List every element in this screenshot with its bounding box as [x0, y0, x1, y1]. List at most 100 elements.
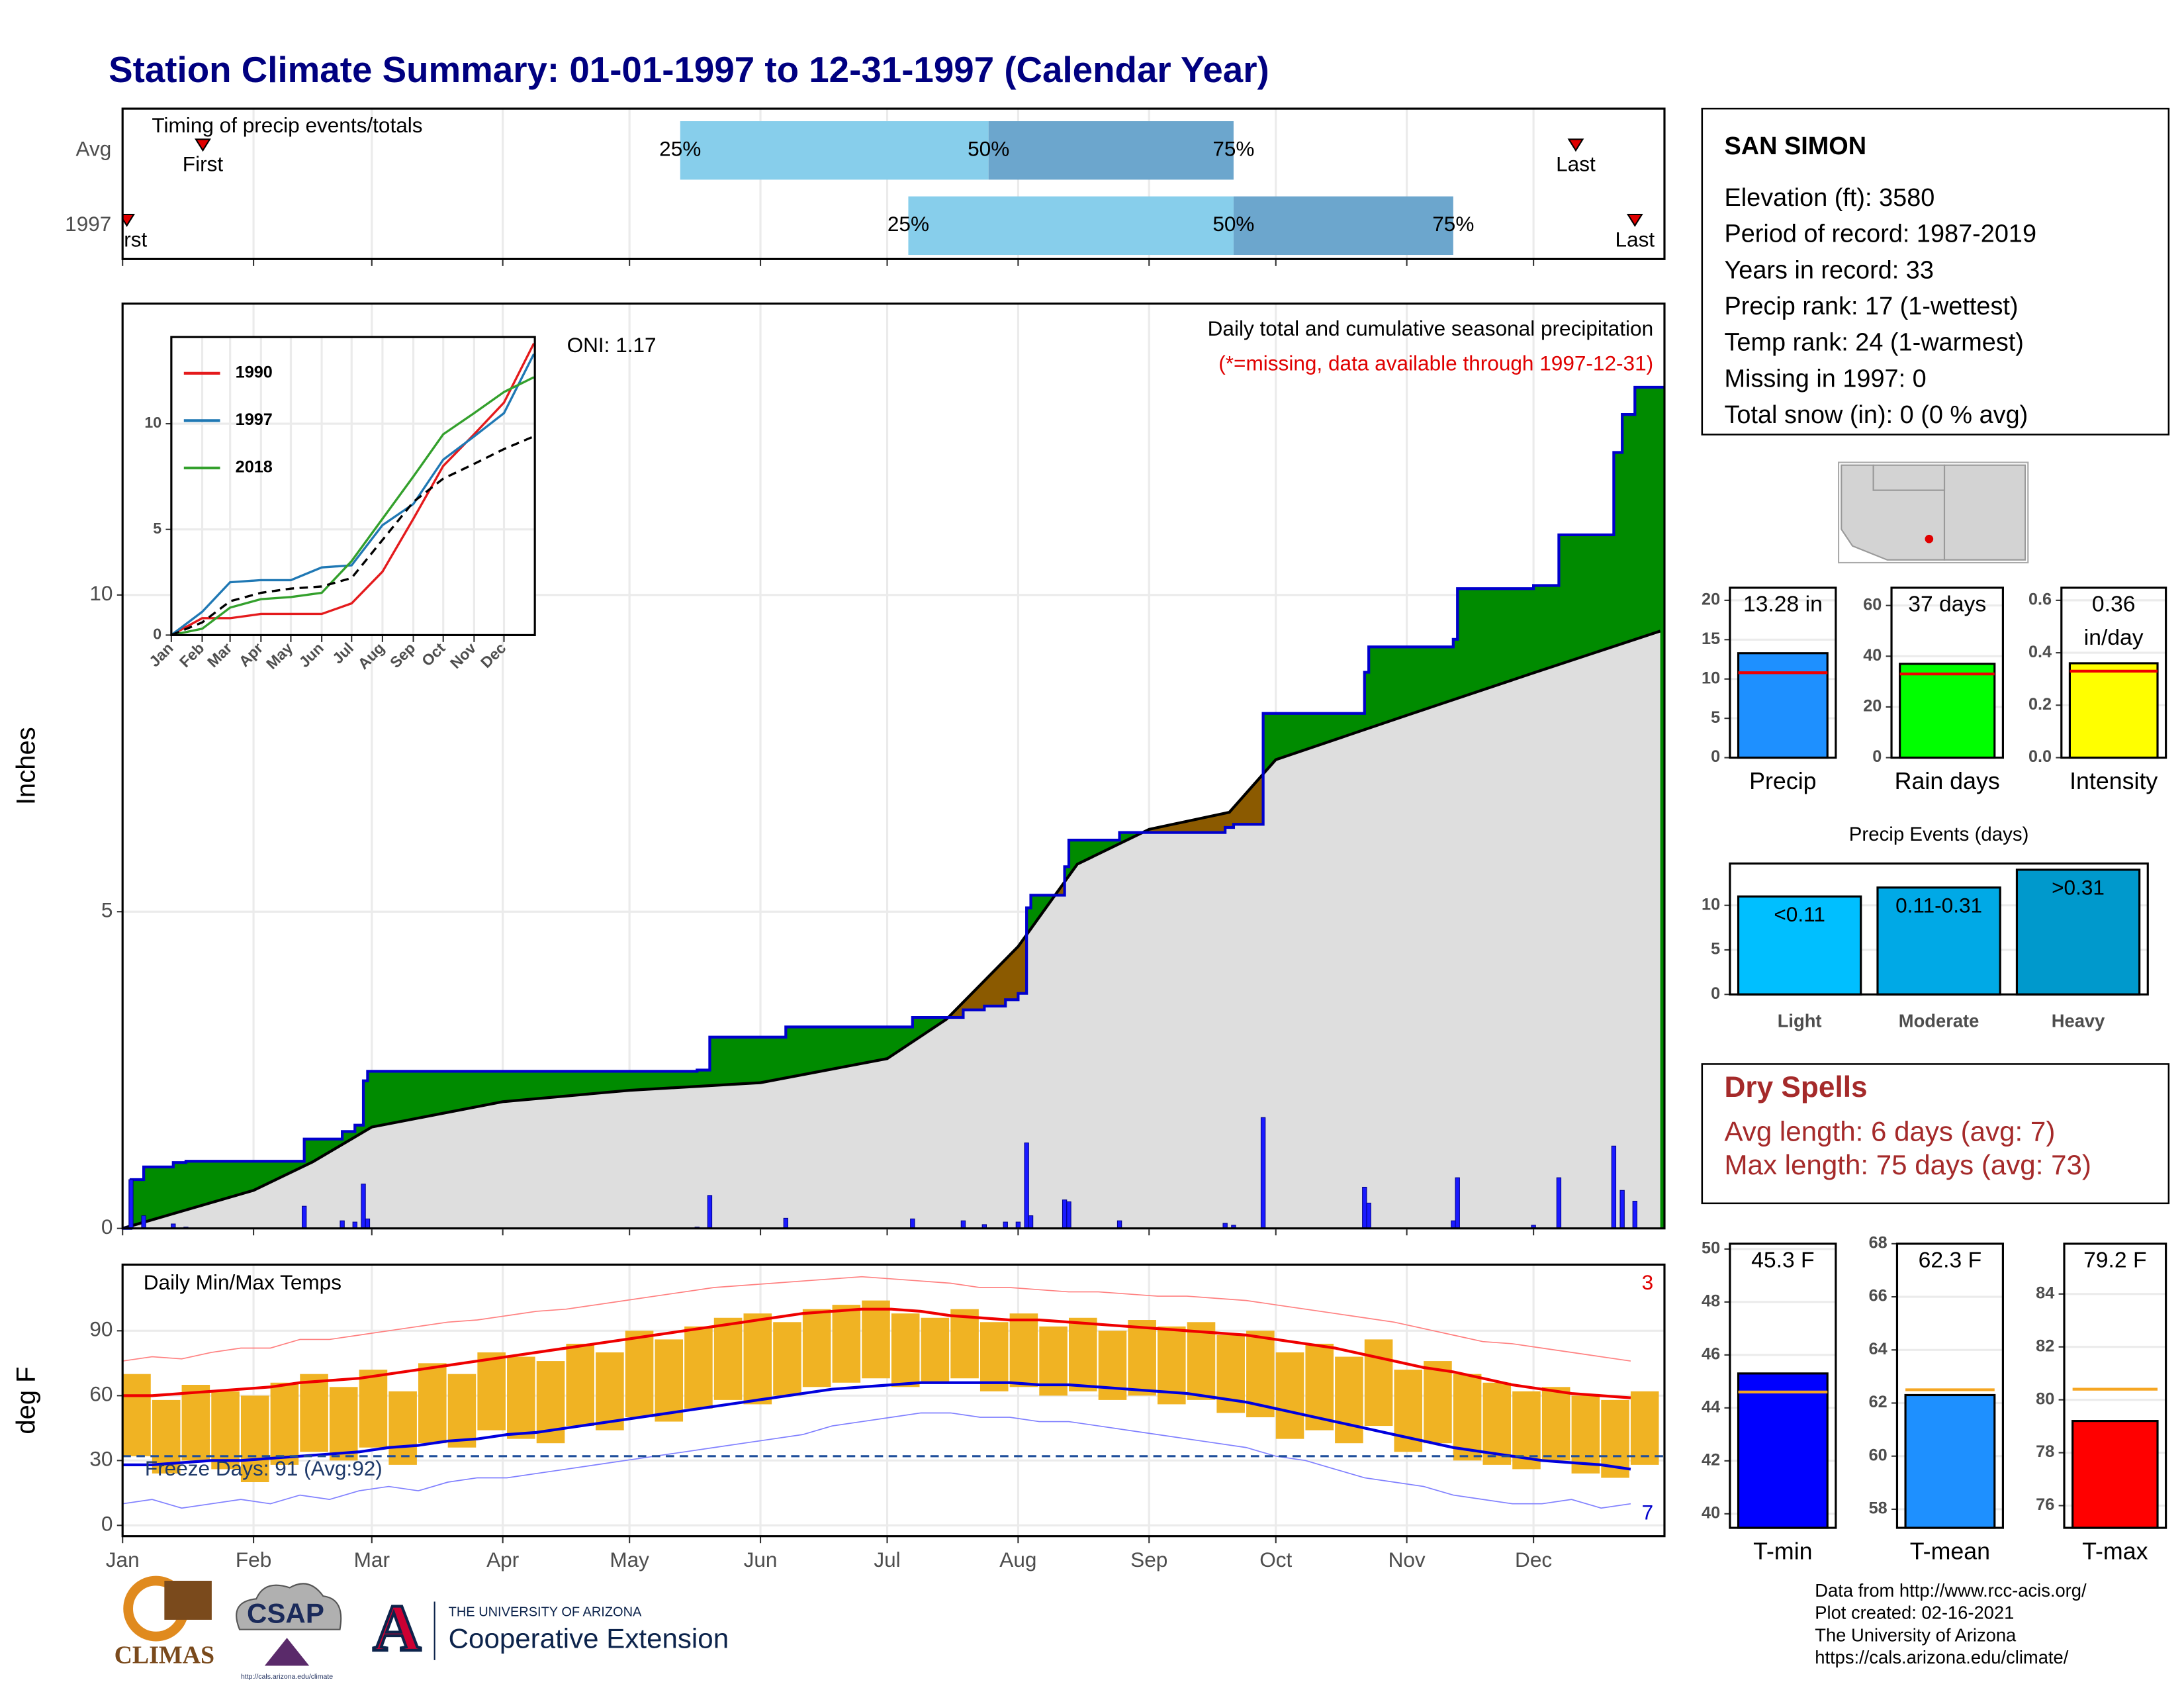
daily-bar: [340, 1220, 345, 1229]
plot-border: [1729, 586, 1837, 759]
x-tick-label: Jul: [874, 1548, 900, 1571]
record-low-count: 7: [1642, 1500, 1654, 1524]
y-tick-label: 62: [1869, 1393, 1888, 1411]
y-tick-label: 60: [1869, 1446, 1888, 1464]
value-label: 62.3 F: [1918, 1249, 1982, 1274]
temp-bar: [891, 1313, 920, 1387]
temp-bar: [1364, 1339, 1393, 1427]
station-box: [1701, 107, 2170, 436]
y-tick-label: 66: [1869, 1287, 1888, 1305]
daily-bar: [1611, 1145, 1617, 1229]
quartile-label: 75%: [1212, 137, 1254, 161]
daily-bar: [960, 1220, 966, 1229]
plot-background: [171, 337, 535, 635]
value-label-box: 37 days: [1908, 593, 1987, 618]
dry-spells-line: Max length: 75 days (avg: 73): [1724, 1149, 2091, 1180]
daily-bar: [1619, 1190, 1625, 1229]
y-tick-label: 5: [153, 520, 161, 537]
bar: [1737, 652, 1829, 759]
credit: Data from http://www.rcc-acis.org/: [1815, 1580, 2087, 1601]
average-area: [122, 631, 1661, 1229]
category-label: Precip: [1749, 768, 1816, 794]
category-label: T-max: [2082, 1538, 2148, 1564]
y-tick-label: 15: [1702, 630, 1720, 648]
temp-bar: [329, 1387, 358, 1461]
temp-bar: [743, 1313, 772, 1405]
temp-bar: [655, 1339, 684, 1422]
category-label: Heavy: [2052, 1011, 2105, 1031]
coop-text: Cooperative Extension: [449, 1623, 729, 1654]
y-tick-label: 50: [1702, 1239, 1720, 1258]
plot-border: [1729, 862, 2149, 996]
csap-url: http://cals.arizona.edu/climate: [241, 1673, 333, 1681]
quartile-label: 75%: [1432, 212, 1474, 236]
ua-mark: A: [373, 1591, 421, 1665]
temp-bar: [1187, 1322, 1216, 1400]
average-line: [171, 435, 535, 636]
station-location: [1925, 534, 1934, 543]
x-tick-label: Jan: [106, 1548, 140, 1571]
event-label: Last: [1556, 152, 1596, 176]
locator-map: [1838, 461, 2029, 564]
value-label-box: 0.36 in/day: [2084, 593, 2144, 650]
bar-label: <0.11: [1774, 902, 1825, 926]
daily-bar: [1362, 1186, 1367, 1229]
y-tick-label: 10: [1702, 669, 1720, 687]
temp-bar: [1068, 1317, 1097, 1391]
bar: [1899, 663, 1996, 759]
temp-bar: [1128, 1320, 1156, 1396]
category-label: Moderate: [1899, 1011, 1979, 1031]
temp-bar: [950, 1309, 979, 1379]
daily-bar: [141, 1215, 146, 1229]
station-line: Precip rank: 17 (1-wettest): [1724, 293, 2018, 320]
y-tick-label: 60: [1863, 595, 1882, 614]
temp-bar: [1424, 1361, 1452, 1444]
y-tick-label: 0.6: [2028, 590, 2052, 609]
daily-bar: [1632, 1201, 1637, 1229]
category-label: T-mean: [1910, 1538, 1990, 1564]
event-marker: [195, 138, 211, 152]
y-tick-label: 0: [153, 626, 161, 643]
station-line: Temp rank: 24 (1-warmest): [1724, 329, 2023, 357]
temp-bar: [418, 1363, 447, 1444]
temp-bar: [832, 1305, 861, 1383]
daily-bar: [1556, 1177, 1562, 1229]
daily-bar: [1062, 1199, 1068, 1229]
quartile-bar: [988, 121, 1234, 180]
daily-bar: [301, 1205, 307, 1229]
category-label: T-min: [1753, 1538, 1812, 1564]
event-label: First: [183, 152, 224, 176]
y-tick-label: 10: [1702, 895, 1720, 914]
temp-bar: [507, 1356, 535, 1439]
temp-bar: [1482, 1382, 1512, 1465]
value-label: 79.2 F: [2083, 1249, 2147, 1274]
temp-bar: [270, 1382, 299, 1465]
plot-border: [2060, 586, 2167, 759]
y-tick-label: 0: [1872, 747, 1882, 766]
y-tick-label: 58: [1869, 1499, 1888, 1518]
y-tick-label: 40: [1863, 646, 1882, 665]
station-line: Total snow (in): 0 (0 % avg): [1724, 401, 2028, 429]
temp-bar: [1335, 1356, 1363, 1444]
quartile-bar: [908, 196, 1234, 256]
bar: [2068, 662, 2159, 759]
y-tick-label: 40: [1702, 1504, 1720, 1523]
legend-label: 1997: [236, 410, 273, 429]
y-tick-label: 78: [2036, 1442, 2054, 1461]
value-label-box: 13.28 in: [1743, 593, 1823, 618]
csap-mountain: [264, 1638, 310, 1666]
y-tick-label: 0: [1711, 747, 1720, 766]
daily-bar: [128, 1179, 134, 1229]
station-line: Period of record: 1987-2019: [1724, 220, 2036, 248]
y-tick-label: 0.0: [2028, 747, 2052, 766]
plot-border: [1895, 1243, 2004, 1529]
map-region: [1872, 464, 1946, 491]
series-line: [171, 376, 535, 637]
daily-bar: [1366, 1202, 1371, 1229]
y-tick-label: 0.2: [2028, 695, 2052, 714]
bar: [1876, 886, 2001, 996]
temp-bar: [1009, 1313, 1038, 1387]
value-label: 13.28 in: [1743, 593, 1823, 618]
value-label: 37 days: [1908, 593, 1987, 618]
station-line: Years in record: 33: [1724, 256, 1933, 284]
